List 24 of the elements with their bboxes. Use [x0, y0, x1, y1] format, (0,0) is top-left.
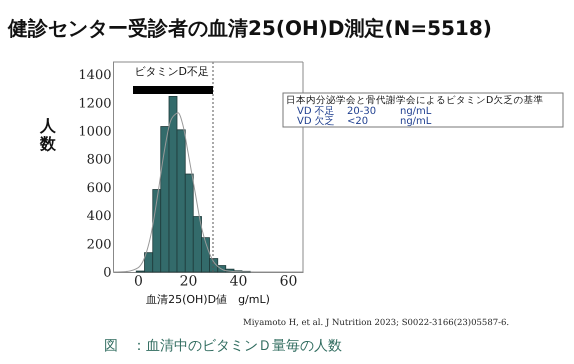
annotation: VD 不足: [297, 106, 335, 117]
y-tick-label: 200: [86, 237, 112, 252]
text: <20: [347, 116, 368, 127]
y-tick-label: 800: [86, 152, 112, 168]
x-axis-title: 血清25(OH)D値 g/mL): [146, 293, 270, 306]
y-axis-title: 人数: [39, 116, 57, 153]
text: Miyamoto H, et al. J Nutrition 2023; S0022-3166(23)05587-6.: [243, 318, 510, 328]
y-tick-label: 1000: [78, 124, 112, 140]
x-tick-label: 60: [280, 274, 298, 290]
annotation: VD 欠乏: [297, 115, 335, 127]
y-tick-label: 1200: [78, 96, 112, 112]
chart-title: 健診センター受診者の血清25(OH)D測定(N=5518): [7, 16, 492, 40]
annotation: 日本内分泌学会と骨代謝学会によるビタミンD欠乏の基準: [286, 94, 544, 106]
text: ng/mL: [400, 106, 432, 117]
y-tick-label: 600: [86, 180, 112, 196]
y-tick-label: 400: [86, 209, 112, 224]
x-tick-label: 20: [180, 274, 198, 290]
y-tick-label: 1400: [78, 68, 112, 84]
x-tick-label: 0: [134, 274, 143, 290]
ref-line-label: ビタミンD不足: [134, 65, 209, 78]
text: 図 ：血清中のビタミンＤ量毎の人数: [104, 338, 342, 354]
text: 20-30: [347, 106, 376, 117]
x-tick-label: 40: [230, 274, 248, 290]
text: ng/mL: [400, 116, 432, 127]
